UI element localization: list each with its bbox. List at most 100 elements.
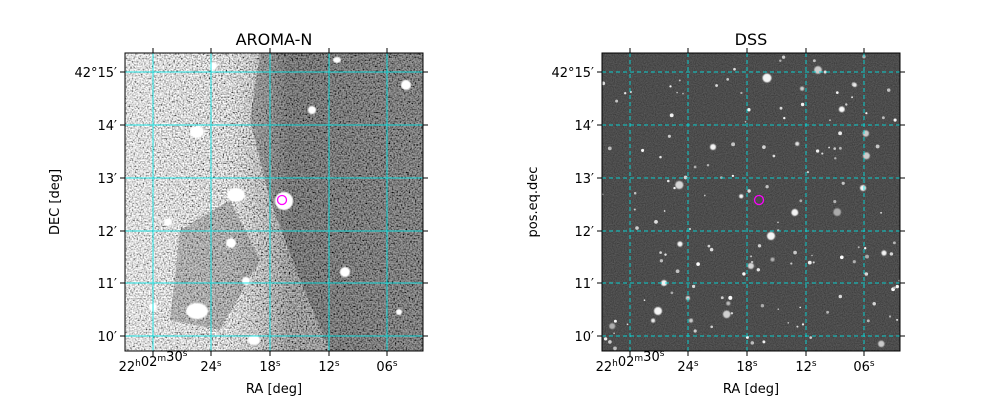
star xyxy=(878,340,885,348)
x-tick-label: 06s xyxy=(853,359,875,375)
bright-star xyxy=(762,73,772,83)
bright-star xyxy=(881,250,887,256)
star xyxy=(814,66,822,74)
star xyxy=(742,272,746,276)
x-tick-label: 22h02m30s xyxy=(119,349,188,375)
star xyxy=(626,323,629,326)
star xyxy=(857,246,860,249)
star xyxy=(862,152,870,160)
star xyxy=(865,112,868,115)
star xyxy=(750,255,753,258)
star xyxy=(807,260,812,265)
star xyxy=(731,174,735,178)
star xyxy=(779,59,782,62)
star xyxy=(726,78,730,81)
x-tick-label: 24s xyxy=(677,359,699,375)
x-tick-label: 18s xyxy=(736,359,758,375)
y-tick-label: 12′ xyxy=(575,225,595,240)
y-tick-label: 13′ xyxy=(575,172,595,187)
star xyxy=(709,247,714,252)
star xyxy=(888,315,892,318)
star xyxy=(706,163,710,167)
star xyxy=(603,337,608,341)
star xyxy=(739,194,744,199)
star xyxy=(892,241,896,245)
star xyxy=(731,142,736,147)
star xyxy=(651,318,656,323)
star xyxy=(691,284,696,289)
star xyxy=(633,208,636,211)
star xyxy=(688,227,692,231)
star xyxy=(815,149,820,153)
star xyxy=(833,147,836,150)
star xyxy=(833,200,837,204)
dss-frame xyxy=(601,52,901,352)
bright-star xyxy=(677,241,683,247)
star xyxy=(893,118,897,122)
star xyxy=(838,106,845,113)
star xyxy=(613,346,617,351)
star xyxy=(838,294,843,299)
star xyxy=(777,221,779,224)
star xyxy=(839,255,844,260)
star xyxy=(783,116,786,120)
star xyxy=(791,209,799,216)
star xyxy=(893,286,896,290)
y-tick-label: 11′ xyxy=(575,277,595,292)
star xyxy=(852,260,856,264)
star xyxy=(811,254,813,257)
star xyxy=(659,155,662,159)
star xyxy=(744,120,747,123)
star xyxy=(799,199,803,203)
star xyxy=(812,59,816,63)
star xyxy=(866,319,870,323)
star xyxy=(676,91,678,94)
y-tick-label: 14′ xyxy=(575,119,595,134)
aroma-x-label: RA [deg] xyxy=(246,382,302,397)
aroma-y-ticks: 42°15′ 14′ 13′ 12′ 11′ 10′ xyxy=(74,66,428,345)
star xyxy=(812,261,815,264)
star xyxy=(793,250,797,255)
aroma-target-marker xyxy=(276,194,288,206)
y-tick-label: 10′ xyxy=(575,330,595,345)
star xyxy=(624,92,627,95)
aroma-frame xyxy=(124,52,424,352)
star xyxy=(834,157,837,160)
star xyxy=(728,295,733,300)
star xyxy=(777,308,780,311)
star xyxy=(772,154,776,158)
star xyxy=(726,301,731,306)
star xyxy=(864,247,867,250)
star xyxy=(635,226,639,230)
dss-x-label: RA [deg] xyxy=(723,382,779,397)
star xyxy=(800,86,805,91)
dss-y-label: pos.eq.dec xyxy=(526,167,541,238)
y-tick-label: 42°15′ xyxy=(74,66,117,81)
star xyxy=(809,336,813,339)
star xyxy=(852,82,857,88)
star xyxy=(865,254,869,259)
star xyxy=(762,340,766,344)
dss-title: DSS xyxy=(735,30,768,49)
star xyxy=(790,262,793,265)
star xyxy=(881,116,885,120)
star xyxy=(845,103,848,106)
star xyxy=(823,70,827,74)
star xyxy=(864,272,869,276)
x-tick-label: 24s xyxy=(200,359,222,375)
star xyxy=(633,191,637,195)
star xyxy=(828,146,831,149)
star xyxy=(800,102,805,107)
star xyxy=(801,323,805,326)
bright-star xyxy=(661,280,667,286)
star xyxy=(872,301,876,306)
panel-dss: DSS RA [deg] pos.eq.dec 22h02m30s 24s 18s 1… xyxy=(526,30,905,397)
star xyxy=(760,303,765,308)
star xyxy=(757,244,762,248)
star xyxy=(667,134,671,138)
dss-target-marker xyxy=(753,194,765,206)
x-tick-label: 22h02m30s xyxy=(596,349,665,375)
star xyxy=(678,79,681,82)
star xyxy=(781,55,786,59)
star xyxy=(613,332,615,335)
